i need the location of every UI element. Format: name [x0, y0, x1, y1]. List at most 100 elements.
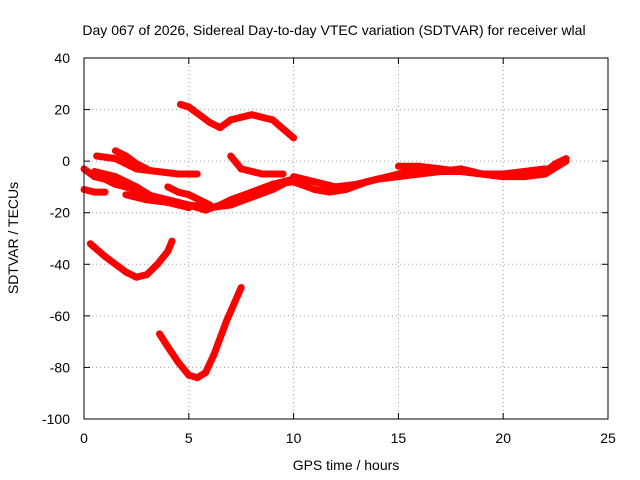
data-point [111, 155, 119, 163]
data-point [394, 162, 402, 170]
y-tick-label: -40 [50, 256, 70, 272]
data-point [248, 111, 256, 119]
data-point [164, 343, 172, 351]
data-point [202, 206, 210, 214]
data-point [86, 240, 94, 248]
data-point [415, 170, 423, 178]
data-point [111, 173, 119, 181]
data-point [164, 247, 172, 255]
data-point [248, 188, 256, 196]
series-arc-d [113, 147, 149, 173]
series-arc-m [156, 286, 245, 382]
y-tick-label: 40 [54, 50, 70, 66]
data-point [258, 170, 266, 178]
data-point [279, 170, 287, 178]
data-point [269, 116, 277, 124]
data-point [216, 201, 224, 209]
y-tick-label: 20 [54, 102, 70, 118]
data-point [91, 188, 98, 196]
y-tick-label: -20 [50, 205, 70, 221]
y-tick-label: -100 [42, 411, 70, 427]
data-point [223, 317, 230, 325]
data-point [394, 173, 402, 181]
data-point [216, 124, 224, 132]
data-point [195, 111, 203, 119]
data-point [174, 170, 182, 178]
data-point [227, 152, 235, 160]
data-point [122, 152, 130, 160]
data-point [290, 134, 298, 142]
data-point [143, 196, 151, 204]
data-point [311, 186, 319, 193]
x-tick-label: 5 [185, 430, 193, 446]
data-point [93, 152, 101, 160]
data-point [202, 369, 210, 377]
data-point [111, 180, 119, 188]
data-point [478, 170, 486, 178]
x-axis-label: GPS time / hours [293, 457, 400, 473]
x-tick-label: 20 [495, 430, 511, 446]
data-point [415, 162, 423, 170]
y-tick-label: -80 [50, 359, 70, 375]
data-point [206, 201, 214, 209]
data-point [143, 271, 151, 279]
data-point [132, 183, 140, 191]
data-point [332, 183, 339, 191]
data-point [520, 173, 528, 181]
grid-lines [84, 58, 608, 419]
data-point [101, 253, 109, 260]
data-point [499, 173, 507, 181]
data-point [168, 237, 176, 245]
data-point [122, 191, 130, 199]
data-point [206, 119, 214, 126]
data-point [143, 165, 151, 173]
axis-ticks: 0 5 10 15 20 25 -100 -80 -60 -40 -20 0 20 40 [42, 50, 616, 446]
data-point [91, 168, 98, 175]
data-point [373, 175, 381, 183]
chart-title: Day 067 of 2026, Sidereal Day-to-day VTE… [82, 22, 585, 38]
data-point [185, 371, 193, 379]
data-point [436, 165, 444, 173]
x-tick-label: 25 [600, 430, 616, 446]
data-point [457, 168, 465, 175]
data-point [290, 173, 298, 181]
data-point [153, 260, 161, 268]
data-point [193, 170, 201, 178]
data-point [153, 168, 161, 175]
x-tick-label: 0 [80, 430, 88, 446]
data-point [164, 198, 172, 206]
data-point [164, 183, 172, 191]
data-point [185, 103, 193, 111]
data-point [176, 100, 184, 108]
y-tick-label: 0 [62, 153, 70, 169]
data-point [325, 188, 333, 196]
series-arc-j [227, 153, 284, 178]
data-point [237, 165, 245, 173]
data-point [174, 358, 182, 366]
data-point [541, 170, 549, 178]
data-point [227, 196, 235, 204]
data-point [156, 330, 163, 338]
data-point [174, 188, 182, 196]
data-point [185, 201, 193, 209]
data-point [353, 180, 360, 188]
data-point [311, 178, 319, 186]
data-point [111, 147, 119, 155]
x-tick-label: 15 [391, 430, 407, 446]
data-point [227, 116, 235, 124]
data-point [195, 196, 203, 204]
data-series [80, 100, 570, 382]
y-axis-label: SDTVAR / TECUs [5, 182, 21, 294]
data-point [132, 160, 140, 168]
data-point [210, 351, 218, 358]
series-arc-l [88, 239, 176, 281]
data-point [562, 157, 570, 165]
data-point [193, 374, 201, 382]
data-point [122, 268, 130, 276]
data-point [269, 180, 277, 188]
data-point [132, 273, 140, 281]
y-tick-label: -60 [50, 308, 70, 324]
x-tick-label: 10 [286, 430, 302, 446]
data-point [101, 188, 109, 196]
